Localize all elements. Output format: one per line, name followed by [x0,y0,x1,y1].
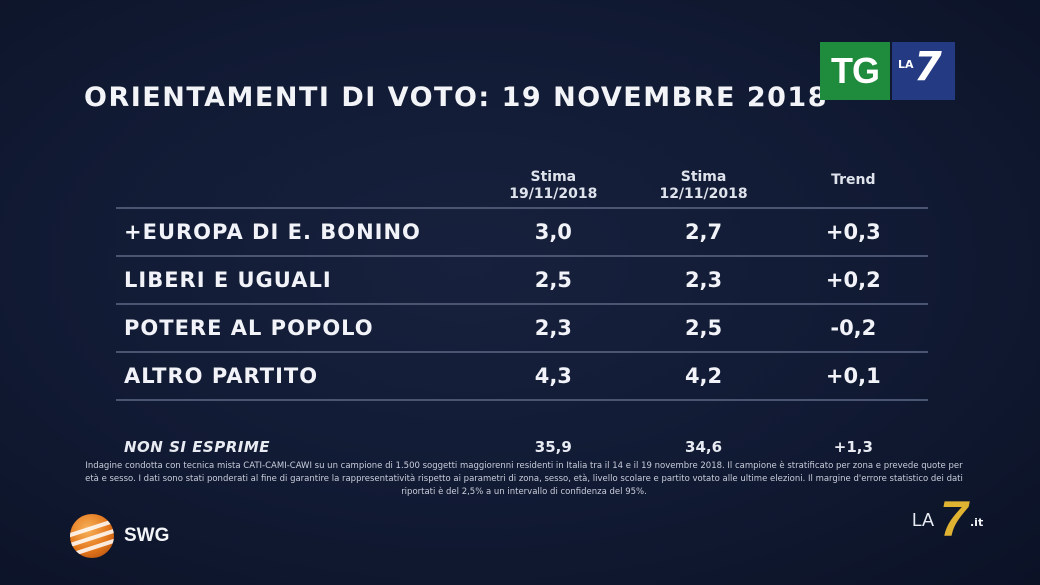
corner-logo-la: LA [912,510,935,530]
stima-12-value: 2,5 [628,303,779,352]
header-stima-19: Stima 19/11/2018 [478,158,628,208]
header-stima-19-line2: 19/11/2018 [509,186,598,202]
trend-value: -0,2 [778,303,928,352]
party-name: LIBERI E UGUALI [116,255,479,304]
trend-value: +0,3 [778,207,928,256]
party-name: POTERE AL POPOLO [116,303,479,352]
non-si-esprime-row: NON SI ESPRIME 35,9 34,6 +1,3 [116,433,928,461]
stima-19-value: 2,5 [478,255,629,304]
corner-logo-it: .it [970,516,984,529]
header-party-cell [116,158,478,208]
swg-logo: SWG [70,514,169,558]
corner-logo-seven: 7 [940,491,968,547]
trend-value: +0,2 [778,255,928,304]
stima-12-value: 4,2 [628,351,779,401]
header-stima-12-line2: 12/11/2018 [659,186,748,202]
non-si-esprime-trend: +1,3 [833,438,873,456]
table-row: +EUROPA DI E. BONINO 3,0 2,7 +0,3 [116,207,928,256]
poll-table: Stima 19/11/2018 Stima 12/11/2018 Trend … [116,158,928,461]
stima-12-value: 2,3 [628,255,779,304]
stima-19-value: 4,3 [478,351,629,401]
header-stima-12: Stima 12/11/2018 [628,158,778,208]
la7-logo-la: LA [898,58,914,71]
la7-logo-block: LA 7 [892,42,955,100]
table-row: POTERE AL POPOLO 2,3 2,5 -0,2 [116,303,928,352]
header-stima-19-line1: Stima [530,169,577,185]
table-row: LIBERI E UGUALI 2,5 2,3 +0,2 [116,255,928,304]
table-row: ALTRO PARTITO 4,3 4,2 +0,1 [116,351,928,401]
header-trend: Trend [779,158,928,208]
swg-globe-icon [70,514,114,558]
la7-logo-seven: 7 [914,44,942,90]
chart-title: ORIENTAMENTI DI VOTO: 19 NOVEMBRE 2018 [84,82,828,113]
methodology-note: Indagine condotta con tecnica mista CATI… [85,461,963,497]
non-si-esprime-stima-12: 34,6 [685,438,723,456]
la7-corner-logo: LA 7 .it [912,491,994,547]
stima-19-value: 2,3 [478,303,629,352]
party-name: ALTRO PARTITO [116,351,479,401]
header-trend-label: Trend [831,172,876,188]
trend-value: +0,1 [778,351,928,401]
party-name: +EUROPA DI E. BONINO [116,207,479,256]
table-header-row: Stima 19/11/2018 Stima 12/11/2018 Trend [116,158,928,208]
stima-12-value: 2,7 [628,207,779,256]
swg-logo-text: SWG [124,525,170,546]
tg-logo-text: TG [820,42,890,100]
non-si-esprime-label: NON SI ESPRIME [124,438,271,456]
non-si-esprime-stima-19: 35,9 [534,438,572,456]
stima-19-value: 3,0 [478,207,629,256]
tg-la7-logo: TG LA 7 [820,42,955,100]
spacer-row [116,400,928,433]
header-stima-12-line1: Stima [680,169,727,185]
